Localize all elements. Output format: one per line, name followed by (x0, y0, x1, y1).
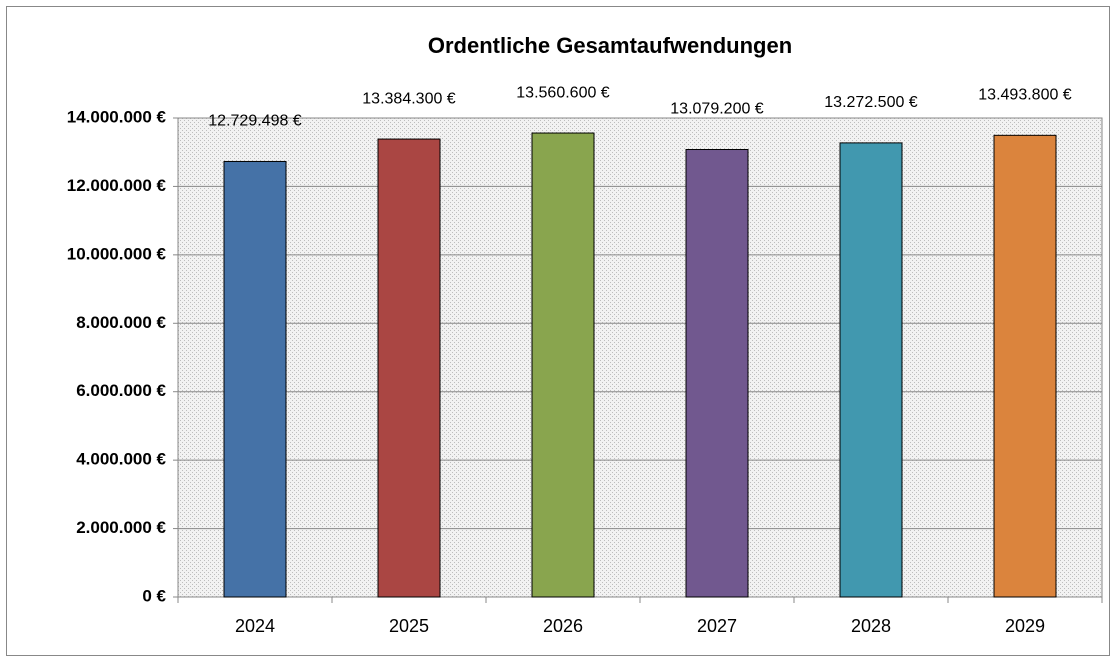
y-tick-label: 6.000.000 € (76, 381, 166, 400)
bar (839, 142, 903, 598)
value-label: 12.729.498 € (208, 113, 302, 130)
chart-title: Ordentliche Gesamtaufwendungen (428, 33, 792, 58)
y-tick-label: 14.000.000 € (67, 107, 167, 126)
x-tick-label: 2028 (851, 616, 891, 636)
y-tick-label: 0 € (142, 586, 166, 605)
value-label: 13.272.500 € (824, 94, 918, 111)
x-tick-label: 2025 (389, 616, 429, 636)
y-tick-label: 8.000.000 € (76, 313, 166, 332)
y-tick-label: 12.000.000 € (67, 176, 167, 195)
x-tick-label: 2029 (1005, 616, 1045, 636)
x-tick-label: 2027 (697, 616, 737, 636)
plot-area (177, 117, 1103, 598)
y-tick-label: 4.000.000 € (76, 450, 166, 469)
y-tick-label: 10.000.000 € (67, 244, 167, 263)
x-tick-label: 2024 (235, 616, 275, 636)
bar (223, 160, 287, 598)
value-label: 13.560.600 € (516, 84, 610, 101)
bar (377, 138, 441, 598)
value-label: 13.079.200 € (670, 101, 764, 118)
bar (531, 132, 595, 598)
value-label: 13.493.800 € (978, 87, 1072, 104)
value-label: 13.384.300 € (362, 90, 456, 107)
bar (685, 149, 749, 598)
bar (993, 134, 1057, 598)
x-tick-label: 2026 (543, 616, 583, 636)
y-tick-label: 2.000.000 € (76, 518, 166, 537)
